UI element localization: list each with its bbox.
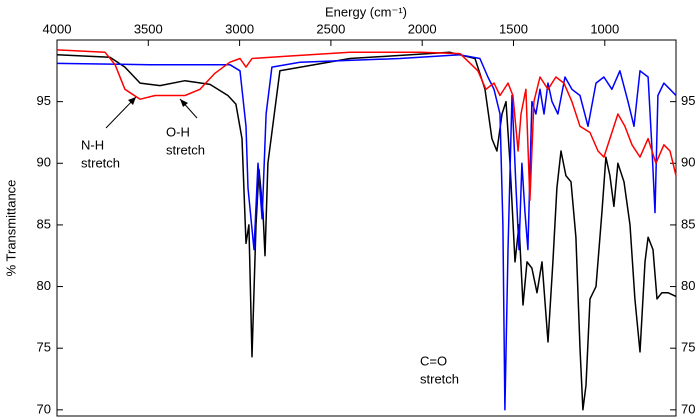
x-tick-label: 3500 [134, 21, 163, 36]
y-tick-label: 90 [37, 155, 51, 170]
annotation: stretch [166, 142, 205, 157]
x-tick-label: 3000 [225, 21, 254, 36]
y-axis-title: % Transmittance [3, 180, 18, 277]
y-tick-label: 70 [37, 401, 51, 416]
annotation: C=O [420, 353, 447, 368]
spectrum-line [56, 51, 677, 411]
spectrum-line [56, 54, 677, 411]
y-tick-label: 75 [37, 340, 51, 355]
x-tick-label: 4000 [43, 21, 72, 36]
y2-tick-label: 85 [681, 216, 695, 231]
y2-tick-label: 90 [681, 155, 695, 170]
y-tick-label: 80 [37, 278, 51, 293]
x-axis-title: Energy (cm⁻¹) [325, 4, 407, 19]
annotation: stretch [81, 155, 120, 170]
y2-tick-label: 80 [681, 278, 695, 293]
spectrum-line [56, 49, 677, 202]
annotation-arrowhead [180, 99, 188, 107]
x-tick-label: 1500 [499, 21, 528, 36]
y2-tick-label: 75 [681, 340, 695, 355]
annotation: N-H [81, 137, 104, 152]
y2-tick-label: 70 [681, 401, 695, 416]
y2-tick-label: 95 [681, 93, 695, 108]
plot-frame [56, 39, 677, 417]
y-tick-label: 95 [37, 93, 51, 108]
y-tick-label: 85 [37, 216, 51, 231]
annotation-arrowhead [128, 97, 136, 105]
annotation: stretch [420, 371, 459, 386]
annotation: O-H [166, 124, 190, 139]
x-tick-label: 2500 [316, 21, 345, 36]
x-tick-label: 1000 [590, 21, 619, 36]
x-tick-label: 2000 [408, 21, 437, 36]
